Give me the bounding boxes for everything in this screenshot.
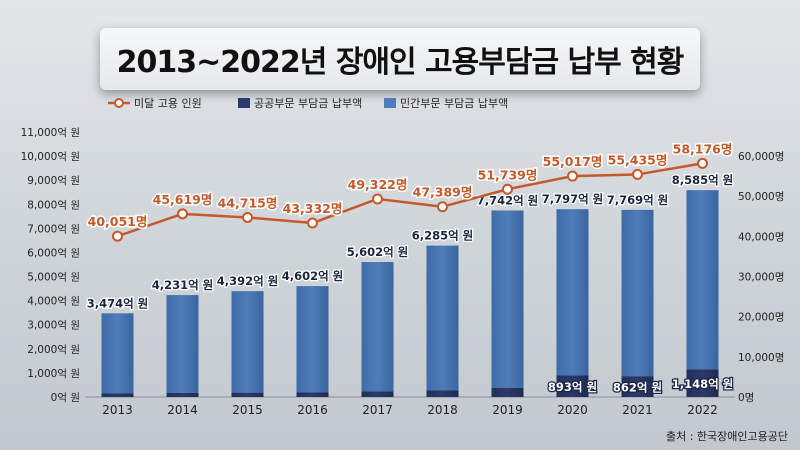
public-bar — [101, 393, 134, 397]
line-point — [437, 201, 448, 213]
x-tick-label: 2021 — [622, 403, 653, 417]
public-bar — [231, 392, 264, 397]
line-value-label: 43,332명 — [283, 201, 343, 216]
private-bar — [361, 262, 394, 392]
y-left-tick-label: 10,000억 원 — [21, 151, 80, 163]
y-right-tick-label: 0명 — [738, 392, 754, 404]
total-value-label: 5,602억 원 — [347, 245, 409, 259]
public-bar — [491, 387, 524, 397]
private-bar — [491, 210, 524, 388]
public-bar — [426, 390, 459, 397]
x-tick-label: 2014 — [167, 403, 198, 417]
line-value-label: 55,435명 — [608, 152, 668, 167]
public-bar — [166, 392, 199, 397]
line-point — [112, 230, 123, 242]
y-right-tick-label: 30,000명 — [738, 272, 784, 284]
line-value-label: 47,389명 — [413, 185, 473, 200]
legend-line-marker — [114, 98, 124, 108]
y-left-tick-label: 3,000억 원 — [27, 320, 80, 332]
total-value-label: 4,602억 원 — [282, 269, 344, 283]
private-bar — [101, 313, 134, 394]
legend-public-swatch — [238, 98, 250, 108]
private-bar — [686, 190, 719, 370]
public-value-label: 1,148억 원 — [672, 377, 734, 391]
y-left-tick-label: 5,000억 원 — [27, 272, 80, 284]
y-left-tick-label: 8,000억 원 — [27, 199, 80, 211]
line-point — [242, 211, 253, 223]
line-point — [177, 208, 188, 220]
legend-private-swatch — [384, 98, 396, 108]
total-value-label: 7,769억 원 — [607, 193, 669, 207]
line-value-label: 49,322명 — [348, 177, 408, 192]
total-value-label: 6,285억 원 — [412, 229, 474, 243]
x-tick-label: 2018 — [427, 403, 458, 417]
public-bar — [686, 369, 719, 397]
line-value-label: 40,051명 — [88, 214, 148, 229]
line-series — [117, 162, 703, 238]
public-bar — [296, 392, 329, 397]
private-bar — [426, 245, 459, 391]
x-tick-label: 2020 — [557, 403, 588, 417]
public-value-label: 862억 원 — [613, 381, 662, 395]
line-value-label: 51,739명 — [478, 167, 538, 182]
y-right-tick-label: 60,000명 — [738, 151, 784, 163]
y-left-tick-label: 0억 원 — [51, 392, 80, 404]
line-value-label: 58,176명 — [673, 141, 733, 156]
legend-label-public: 공공부문 부담금 납부액 — [254, 97, 362, 110]
public-bar — [556, 375, 589, 397]
x-tick-label: 2019 — [492, 403, 523, 417]
x-tick-label: 2017 — [362, 403, 393, 417]
total-value-label: 4,392억 원 — [217, 274, 279, 288]
total-value-label: 7,797억 원 — [542, 192, 604, 206]
private-bar — [166, 295, 199, 393]
title-banner: 2013~2022년 장애인 고용부담금 납부 현황 — [100, 28, 700, 90]
y-right-tick-label: 20,000명 — [738, 312, 784, 324]
total-value-label: 7,742억 원 — [477, 193, 539, 207]
x-tick-label: 2022 — [687, 403, 718, 417]
y-left-tick-label: 6,000억 원 — [27, 247, 80, 259]
y-left-tick-label: 4,000억 원 — [27, 296, 80, 308]
legend-label-shortfall: 미달 고용 인원 — [134, 97, 202, 110]
line-point — [502, 183, 513, 195]
private-bar — [296, 286, 329, 393]
x-tick-label: 2015 — [232, 403, 263, 417]
total-value-label: 3,474억 원 — [87, 296, 149, 310]
y-left-tick-label: 7,000억 원 — [27, 223, 80, 235]
total-value-label: 8,585억 원 — [672, 173, 734, 187]
chart-title: 2013~2022년 장애인 고용부담금 납부 현황 — [116, 45, 685, 80]
legend-label-private: 민간부문 부담금 납부액 — [400, 97, 508, 110]
x-tick-label: 2016 — [297, 403, 328, 417]
source-note: 출처 : 한국장애인고용공단 — [665, 430, 788, 443]
y-right-tick-label: 50,000명 — [738, 191, 784, 203]
line-point — [372, 193, 383, 205]
line-value-label: 45,619명 — [153, 192, 213, 207]
public-value-label: 893억 원 — [548, 380, 597, 394]
y-left-tick-label: 11,000억 원 — [21, 127, 80, 139]
total-value-label: 4,231억 원 — [152, 278, 214, 292]
y-right-tick-label: 40,000명 — [738, 231, 784, 243]
y-left-tick-label: 2,000억 원 — [27, 344, 80, 356]
line-point — [632, 168, 643, 180]
x-tick-label: 2013 — [102, 403, 133, 417]
line-point — [567, 170, 578, 182]
line-point — [697, 157, 708, 169]
public-bar — [361, 391, 394, 397]
y-left-tick-label: 9,000억 원 — [27, 175, 80, 187]
line-point — [307, 217, 318, 229]
public-bar — [621, 376, 654, 397]
line-value-label: 44,715명 — [218, 195, 278, 210]
private-bar — [231, 291, 264, 393]
y-right-tick-label: 10,000명 — [738, 352, 784, 364]
private-bar — [556, 209, 589, 376]
y-left-tick-label: 1,000억 원 — [27, 368, 80, 380]
private-bar — [621, 209, 654, 377]
line-value-label: 55,017명 — [543, 154, 603, 169]
